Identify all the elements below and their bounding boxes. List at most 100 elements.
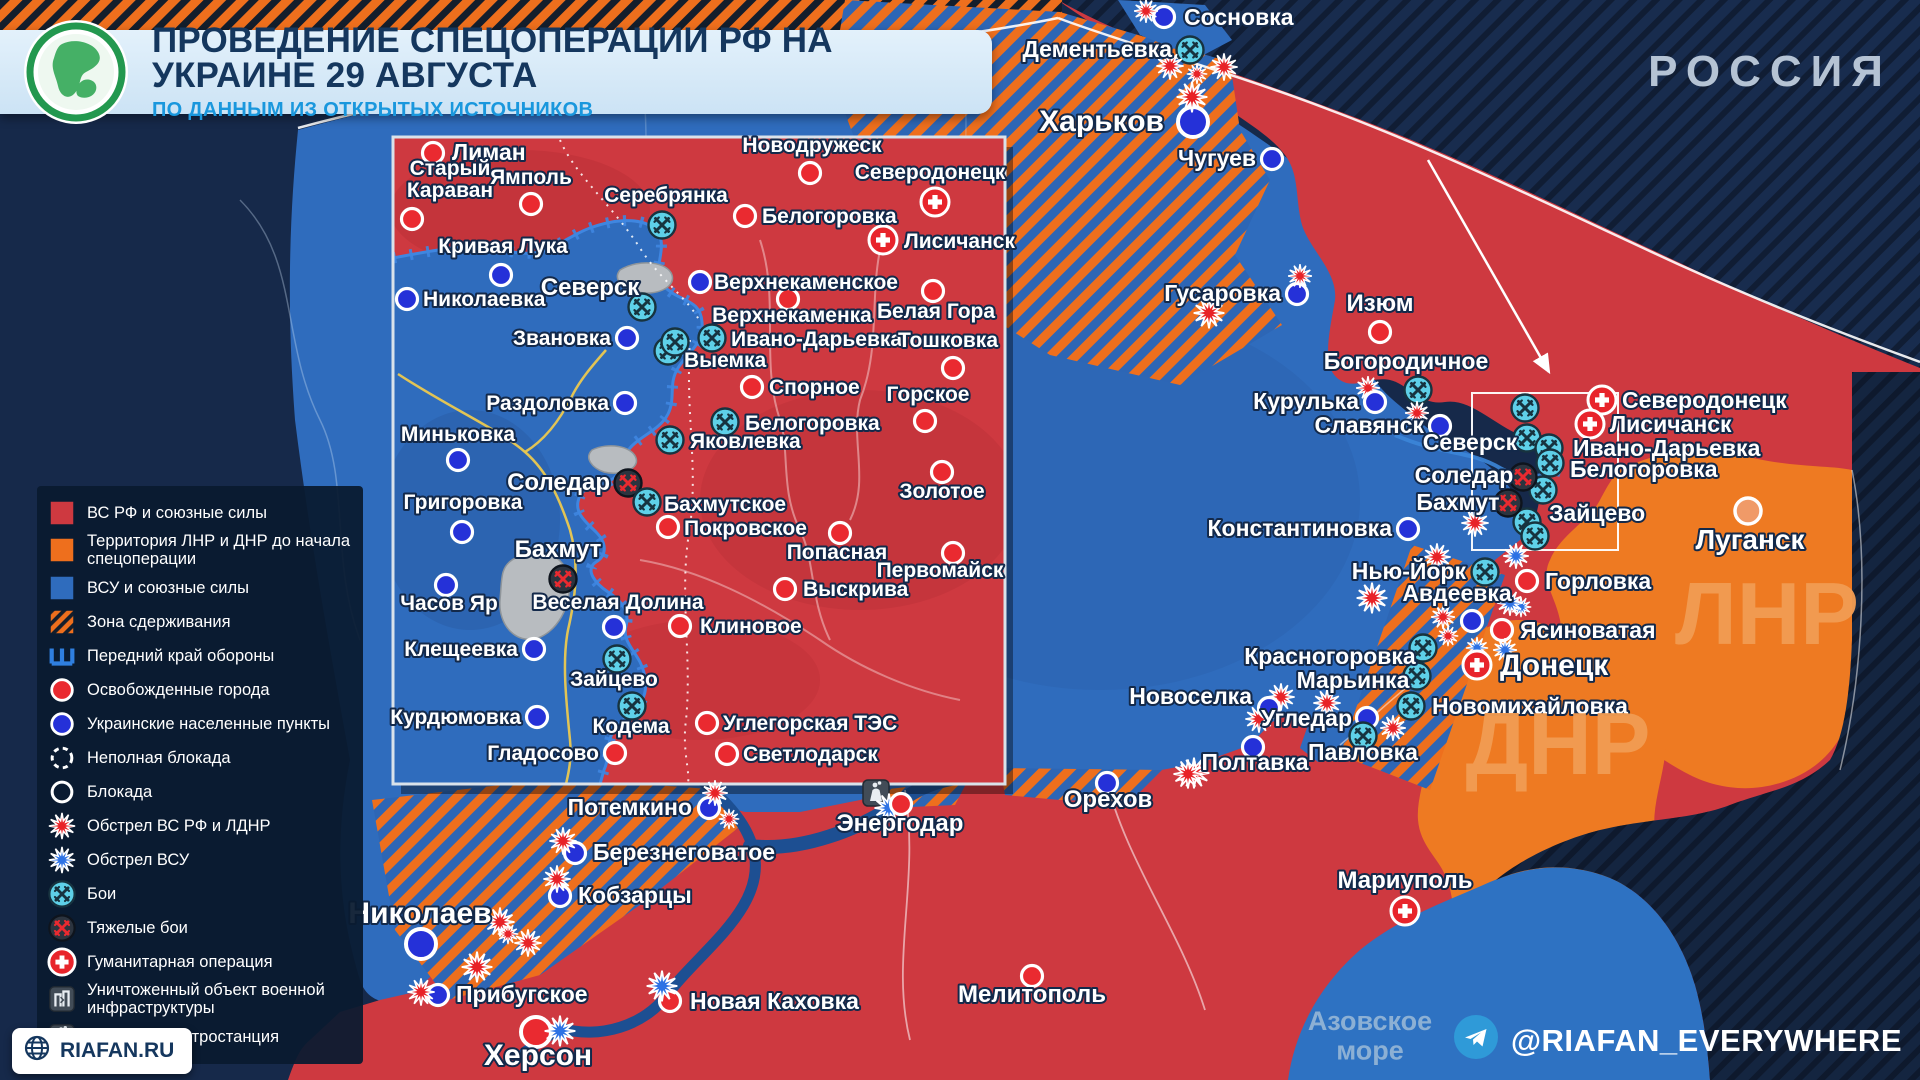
city-label: Новомихайловка [1432,693,1628,719]
marker-bc-Орехов [1094,770,1120,796]
city-label: Марьинка [1297,667,1410,693]
marker-hb [1508,462,1538,492]
city-label: Сосновка [1184,4,1294,30]
city-label: Северодонецк [855,161,1006,184]
legend-item-circle: Блокада [47,777,353,807]
city-label: Гладосово [487,742,599,765]
marker-rc-Тошковка [940,355,966,381]
city-label: Бахмут [1416,489,1499,515]
city-label: Энергодар [837,810,964,837]
city-label: Кобзарцы [578,882,692,908]
city-label: Золотое [899,480,984,503]
page-title: ПРОВЕДЕНИЕ СПЕЦОПЕРАЦИИ РФ НА УКРАИНЕ 29… [152,20,833,95]
marker-bc-Миньковка [445,447,471,473]
marker-br [1356,582,1388,614]
city-label: Тошковка [898,329,998,352]
marker-br [702,780,728,806]
legend-item-building: Уничтоженный объект военной инфраструкту… [47,981,353,1018]
city-label: Кривая Лука [438,235,568,258]
legend-item-heavy-battle: Тяжелые бои [47,913,353,943]
inset-border [391,135,1007,786]
marker-bt-Серебрянка [647,210,677,240]
marker-rc-Горловка [1514,568,1540,594]
marker-bt-Кодема [617,691,647,721]
city-label: Верхнекаменское [714,271,898,294]
legend-item-front: Передний край обороны [47,641,353,671]
legend-item-label: Передний край обороны [87,646,275,665]
city-label: Соледар [1415,462,1514,488]
city-label: Николаевка [423,288,546,311]
inset-road-yellow [397,372,577,784]
legend-item-burst-red: Обстрел ВС РФ и ЛДНР [47,811,353,841]
marker-rc-Изюм [1367,319,1393,345]
city-label: Клещеевка [404,638,518,661]
marker-rc-Светлодарск [714,741,740,767]
city-label: Зайцево [570,668,658,691]
marker-rc-Золотое [929,459,955,485]
city-label: Белогоровка [762,205,897,228]
city-label: Мелитополь [958,981,1106,1008]
marker-rc-Углегорская-ТЭС [694,710,720,736]
city-label: Ясиноватая [1520,617,1656,643]
marker-bc-Константиновка [1395,516,1421,542]
inset-road [849,249,881,521]
inset-shade [700,390,1005,610]
city-label: Лисичанск [1610,411,1732,437]
marker-bt [1402,661,1432,691]
city-label: Славянск [1315,412,1425,438]
marker-lc-Луганск [1733,496,1763,526]
marker-rc-Верхнекаменка [775,286,801,312]
city-label: Лиман [452,139,526,165]
legend-item-label: Обстрел ВСУ [87,850,190,869]
city-label: Миньковка [401,423,515,446]
site-badge[interactable]: RIAFAN.RU [12,1028,193,1074]
legend-item-label: Территория ЛНР и ДНР до начала спецопера… [87,532,351,569]
marker-bt [1396,691,1426,721]
legend-item-label: Украинские населенные пункты [87,714,331,733]
legend-item-label: Обстрел ВС РФ и ЛДНР [87,816,271,835]
legend-item-label: Неполная блокада [87,748,231,767]
telegram-handle: @RIAFAN_EVERYWHERE [1510,1023,1902,1058]
city-label: Попасная [787,541,888,564]
marker-hm-Донецк [1461,649,1493,681]
inset-source-box [1471,392,1619,551]
marker-bt-Богородичное [1403,375,1433,405]
city-label: Бахмут [515,536,602,563]
city-label: Старый Караван [407,157,493,202]
telegram-badge[interactable]: @RIAFAN_EVERYWHERE [1453,1014,1902,1068]
marker-rc-Новодружеск [797,160,823,186]
city-label: Верхнекаменка [712,304,872,327]
marker-rc-Гладосово [602,740,628,766]
zone-hatch-orekhov [1000,768,1162,802]
city-label: Покровское [684,517,807,540]
marker-rc-Первомайск [940,540,966,566]
marker-bt-Зайцево [602,644,632,674]
city-label: Бахмутское [664,493,786,516]
marker-hm-Мариуполь [1389,895,1421,927]
legend-item-sq-blue: ВСУ и союзные силы [47,573,353,603]
marker-bc-Чугуев [1259,146,1285,172]
marker-bc-Курулька [1362,389,1388,415]
inset-map [391,135,1013,794]
legend-item-label: Блокада [87,782,153,801]
marker-br [461,951,493,983]
marker-bc-Курдюмовка [524,704,550,730]
city-label: Дементьевка [1023,36,1173,62]
marker-bc-Славянск [1427,413,1453,439]
region-russia-hatch [1058,0,1920,368]
marker-bb [1497,590,1523,616]
city-label: Белогоровка [745,412,880,435]
marker-br [1423,543,1451,571]
city-label: Ивано-Дарьевка [731,328,902,351]
marker-br [1437,625,1459,647]
marker-bc-Григоровка [449,519,475,545]
marker-hm-Северодонецк [1586,384,1618,416]
city-label: Григоровка [404,491,523,514]
border-ua-ru [1057,16,1920,364]
marker-bc-Полтавка [1240,734,1266,760]
city-label: Яковлевка [690,430,801,453]
telegram-icon [1453,1014,1499,1068]
city-label: Курулька [1253,388,1359,414]
marker-br [1186,63,1208,85]
marker-hm-Северодонецк [919,186,951,218]
